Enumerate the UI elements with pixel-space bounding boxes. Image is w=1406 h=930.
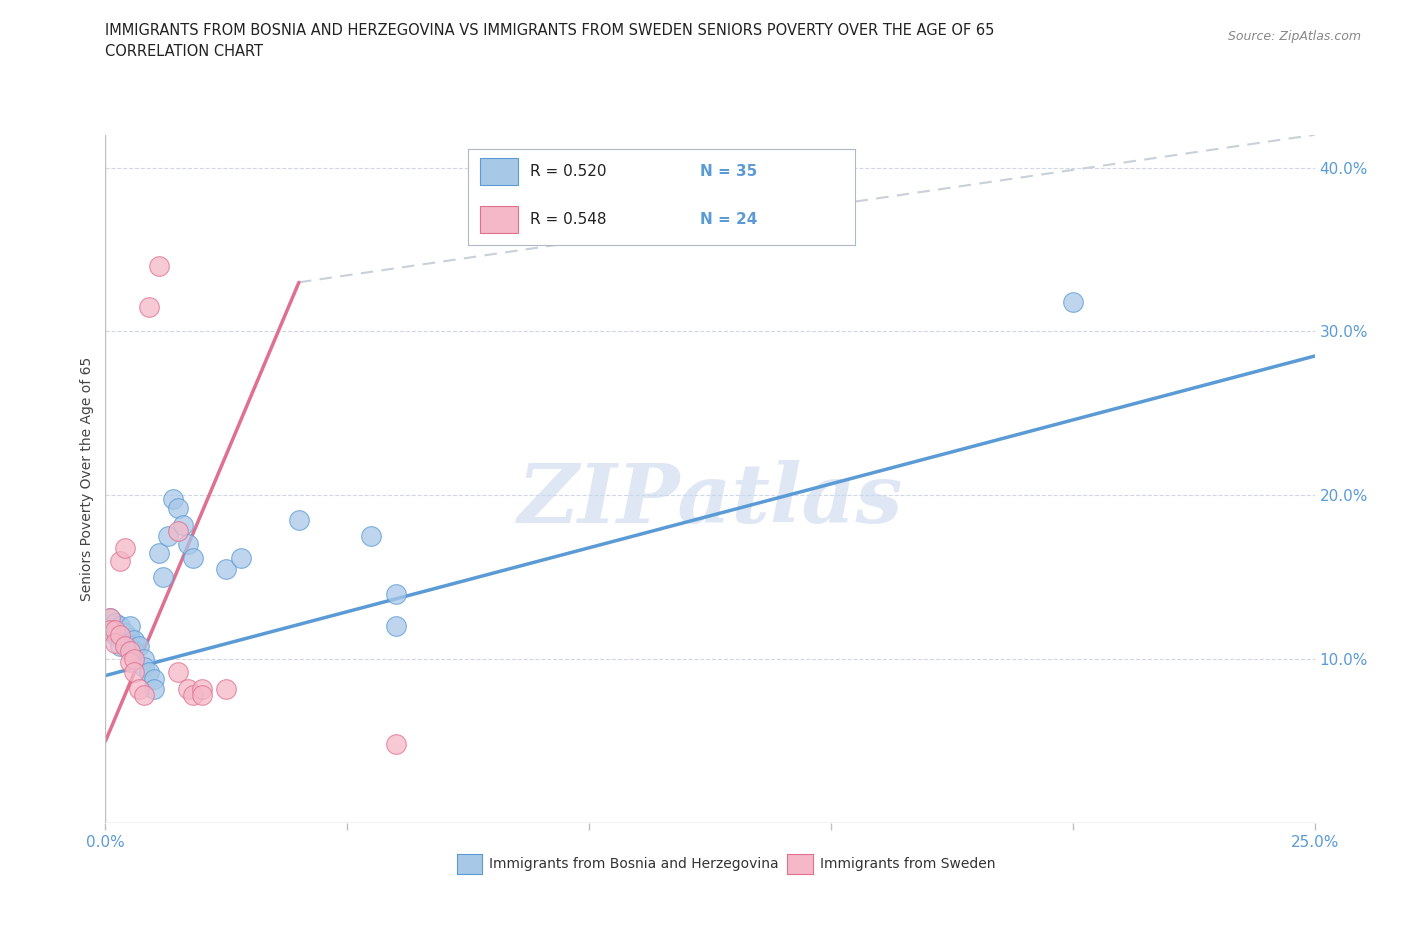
Point bbox=[98, 622, 121, 637]
Point bbox=[167, 665, 190, 680]
Point bbox=[134, 652, 156, 667]
Point bbox=[162, 491, 184, 506]
Text: Source: ZipAtlas.com: Source: ZipAtlas.com bbox=[1227, 30, 1361, 43]
Point bbox=[181, 551, 204, 565]
Point bbox=[118, 619, 141, 634]
Point bbox=[138, 299, 160, 314]
Point bbox=[104, 627, 127, 642]
Point bbox=[118, 631, 141, 645]
Point bbox=[118, 655, 141, 670]
Point bbox=[229, 551, 252, 565]
Point bbox=[104, 622, 127, 637]
Point bbox=[108, 627, 131, 642]
Point bbox=[215, 562, 238, 577]
Point bbox=[114, 626, 136, 641]
Point bbox=[157, 529, 180, 544]
Point bbox=[128, 639, 150, 654]
Point bbox=[104, 635, 127, 650]
Point bbox=[215, 682, 238, 697]
Point bbox=[288, 512, 311, 527]
Point bbox=[134, 660, 156, 675]
Point bbox=[1062, 295, 1084, 310]
Point bbox=[384, 586, 406, 601]
Point bbox=[118, 639, 141, 654]
Point bbox=[98, 622, 121, 637]
Point bbox=[108, 639, 131, 654]
Text: ZIPatlas: ZIPatlas bbox=[517, 459, 903, 539]
Point bbox=[172, 517, 194, 532]
Point bbox=[124, 652, 146, 667]
Point bbox=[148, 259, 170, 273]
Point bbox=[167, 501, 190, 516]
Point bbox=[104, 616, 127, 631]
Point bbox=[167, 524, 190, 538]
Point bbox=[384, 619, 406, 634]
Point bbox=[148, 545, 170, 560]
Point bbox=[124, 644, 146, 658]
Point bbox=[124, 632, 146, 647]
Point bbox=[176, 682, 198, 697]
Point bbox=[134, 688, 156, 703]
Point bbox=[118, 644, 141, 658]
Point bbox=[114, 540, 136, 555]
Point bbox=[142, 682, 165, 697]
Text: Immigrants from Bosnia and Herzegovina: Immigrants from Bosnia and Herzegovina bbox=[489, 857, 779, 871]
Text: CORRELATION CHART: CORRELATION CHART bbox=[105, 44, 263, 59]
Point bbox=[98, 611, 121, 626]
Point bbox=[191, 682, 214, 697]
Point bbox=[176, 537, 198, 551]
Point bbox=[181, 688, 204, 703]
Point bbox=[124, 665, 146, 680]
Text: IMMIGRANTS FROM BOSNIA AND HERZEGOVINA VS IMMIGRANTS FROM SWEDEN SENIORS POVERTY: IMMIGRANTS FROM BOSNIA AND HERZEGOVINA V… bbox=[105, 23, 995, 38]
Point bbox=[360, 529, 382, 544]
Point bbox=[108, 553, 131, 568]
Point bbox=[384, 737, 406, 751]
Point bbox=[108, 631, 131, 645]
Point bbox=[114, 635, 136, 650]
Point bbox=[152, 570, 174, 585]
Point bbox=[138, 665, 160, 680]
Point bbox=[191, 688, 214, 703]
Point bbox=[98, 611, 121, 626]
Text: Immigrants from Sweden: Immigrants from Sweden bbox=[820, 857, 995, 871]
Point bbox=[128, 682, 150, 697]
Point bbox=[108, 619, 131, 634]
Y-axis label: Seniors Poverty Over the Age of 65: Seniors Poverty Over the Age of 65 bbox=[80, 357, 94, 601]
Point bbox=[114, 639, 136, 654]
Point bbox=[142, 671, 165, 686]
